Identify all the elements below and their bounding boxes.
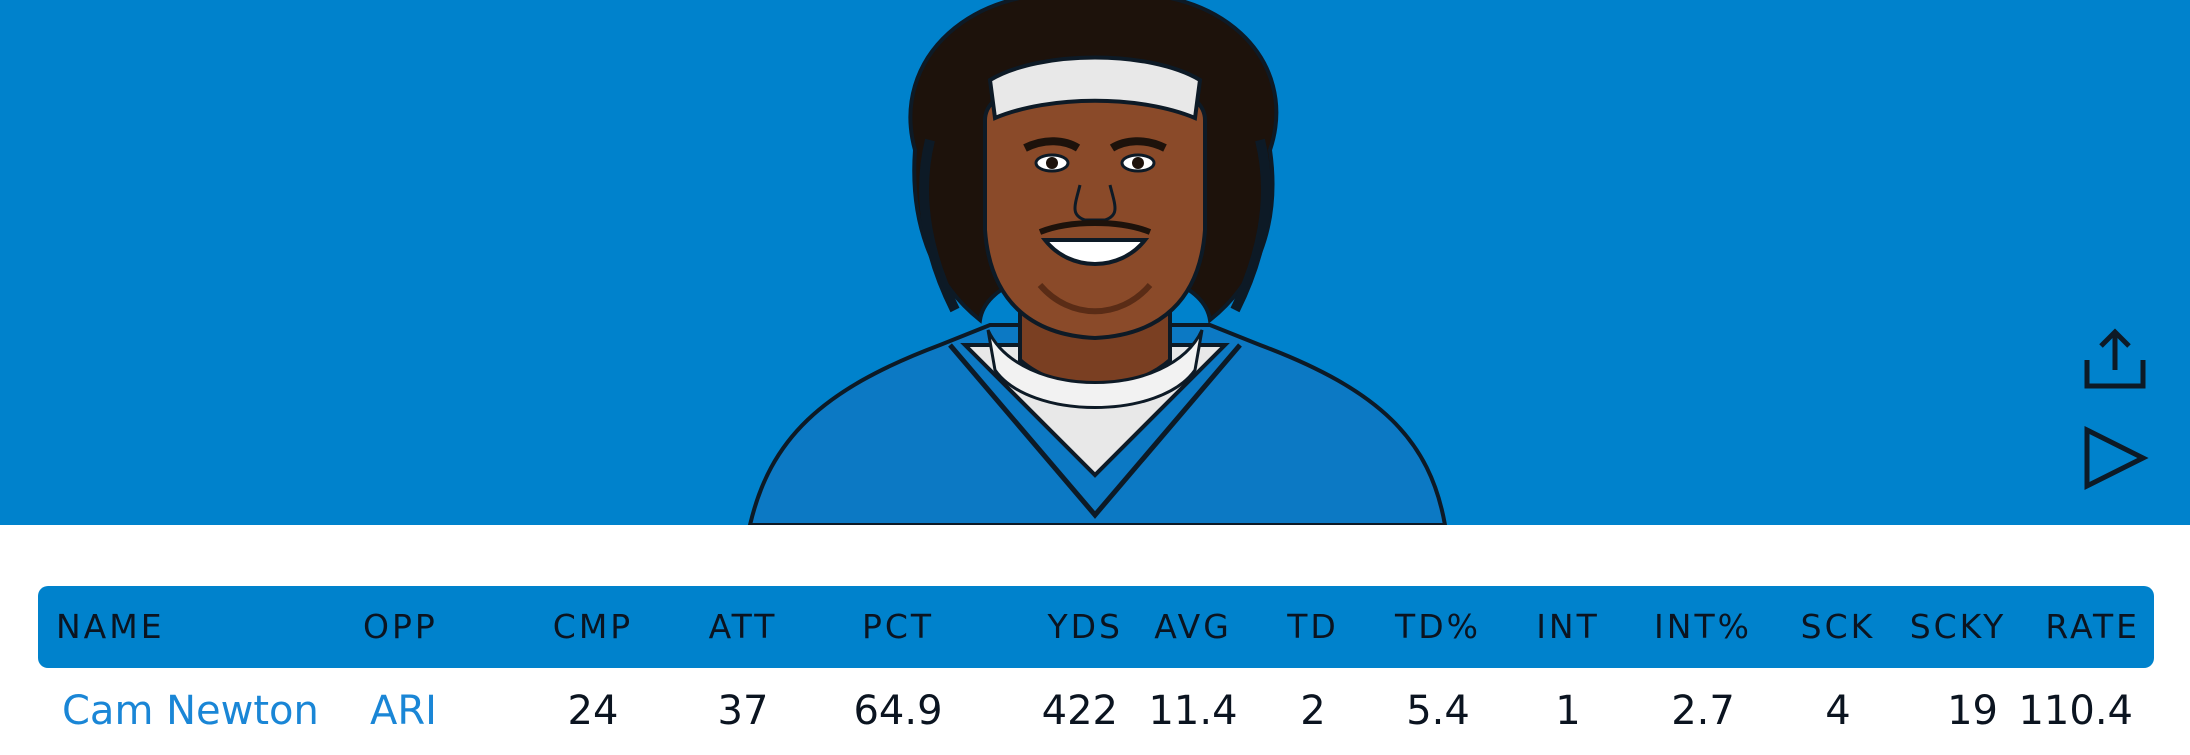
column-header-opp: OPP <box>363 607 438 646</box>
stats-table-header: NAME OPP CMP ATT PCT YDS AVG TD TD% INT … <box>38 586 2154 668</box>
yds-value: 422 <box>1041 688 1118 734</box>
avg-value: 11.4 <box>1148 688 1238 734</box>
int-value: 1 <box>1555 688 1581 734</box>
td-value: 2 <box>1300 688 1326 734</box>
opponent-link[interactable]: ARI <box>370 688 437 734</box>
sck-value: 4 <box>1825 688 1851 734</box>
play-icon[interactable] <box>2075 418 2155 498</box>
player-portrait-illustration <box>747 0 1448 525</box>
column-header-rate: RATE <box>2045 607 2140 646</box>
column-header-name: NAME <box>56 607 165 646</box>
share-icon[interactable] <box>2075 320 2155 400</box>
column-header-att: ATT <box>708 607 778 646</box>
att-value: 37 <box>717 688 769 734</box>
column-header-avg: AVG <box>1154 607 1232 646</box>
td-pct-value: 5.4 <box>1406 688 1470 734</box>
table-row: Cam Newton ARI 24 37 64.9 422 11.4 2 5.4… <box>38 668 2154 754</box>
column-header-int: INT <box>1536 607 1600 646</box>
scky-value: 19 <box>1947 688 1998 734</box>
int-pct-value: 2.7 <box>1671 688 1735 734</box>
rate-value: 110.4 <box>2018 688 2133 734</box>
column-header-td-pct: TD% <box>1395 607 1481 646</box>
column-header-yds: YDS <box>1047 607 1123 646</box>
column-header-cmp: CMP <box>552 607 634 646</box>
player-name-link[interactable]: Cam Newton <box>62 688 319 734</box>
cmp-value: 24 <box>567 688 619 734</box>
column-header-sck: SCK <box>1800 607 1876 646</box>
pct-value: 64.9 <box>853 688 943 734</box>
column-header-scky: SCKY <box>1909 607 2007 646</box>
player-hero-banner <box>0 0 2190 525</box>
stats-table: NAME OPP CMP ATT PCT YDS AVG TD TD% INT … <box>38 586 2154 754</box>
column-header-int-pct: INT% <box>1654 607 1752 646</box>
column-header-pct: PCT <box>861 607 935 646</box>
column-header-td: TD <box>1287 607 1339 646</box>
